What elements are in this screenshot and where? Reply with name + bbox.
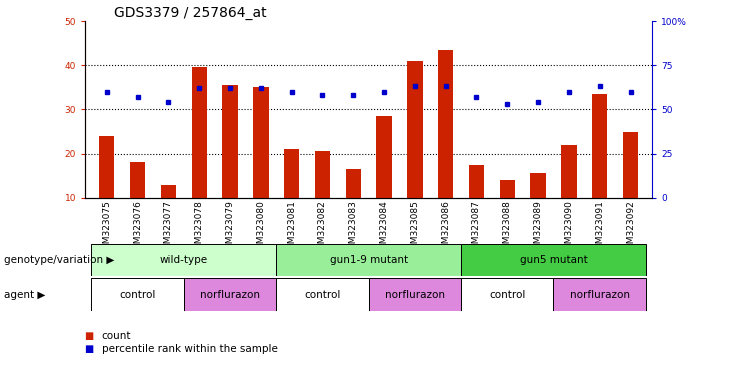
Bar bbox=[130, 162, 145, 198]
Bar bbox=[191, 68, 207, 198]
Text: gun5 mutant: gun5 mutant bbox=[519, 255, 588, 265]
Bar bbox=[554, 278, 646, 311]
Text: percentile rank within the sample: percentile rank within the sample bbox=[102, 344, 277, 354]
Bar bbox=[91, 244, 276, 276]
Bar bbox=[438, 50, 453, 198]
Text: norflurazon: norflurazon bbox=[200, 290, 260, 300]
Text: gun1-9 mutant: gun1-9 mutant bbox=[330, 255, 408, 265]
Bar bbox=[161, 185, 176, 198]
Bar bbox=[531, 174, 546, 198]
Bar bbox=[91, 278, 184, 311]
Bar bbox=[222, 85, 238, 198]
Bar bbox=[623, 131, 638, 198]
Text: ■: ■ bbox=[85, 344, 98, 354]
Text: genotype/variation ▶: genotype/variation ▶ bbox=[4, 255, 114, 265]
Bar bbox=[284, 149, 299, 198]
Bar bbox=[253, 88, 268, 198]
Bar bbox=[345, 169, 361, 198]
Text: ■: ■ bbox=[85, 331, 98, 341]
Bar bbox=[376, 116, 392, 198]
Bar bbox=[276, 244, 461, 276]
Text: norflurazon: norflurazon bbox=[385, 290, 445, 300]
Text: control: control bbox=[119, 290, 156, 300]
Text: control: control bbox=[489, 290, 525, 300]
Bar bbox=[461, 278, 554, 311]
Bar bbox=[461, 244, 646, 276]
Bar bbox=[499, 180, 515, 198]
Text: norflurazon: norflurazon bbox=[570, 290, 630, 300]
Bar bbox=[592, 94, 608, 198]
Text: wild-type: wild-type bbox=[160, 255, 208, 265]
Bar bbox=[315, 151, 330, 198]
Bar bbox=[561, 145, 576, 198]
Bar bbox=[407, 61, 422, 198]
Text: control: control bbox=[305, 290, 341, 300]
Bar bbox=[99, 136, 114, 198]
Bar bbox=[369, 278, 461, 311]
Text: agent ▶: agent ▶ bbox=[4, 290, 45, 300]
Text: count: count bbox=[102, 331, 131, 341]
Bar bbox=[184, 278, 276, 311]
Bar bbox=[469, 165, 484, 198]
Bar bbox=[276, 278, 369, 311]
Text: GDS3379 / 257864_at: GDS3379 / 257864_at bbox=[113, 6, 266, 20]
